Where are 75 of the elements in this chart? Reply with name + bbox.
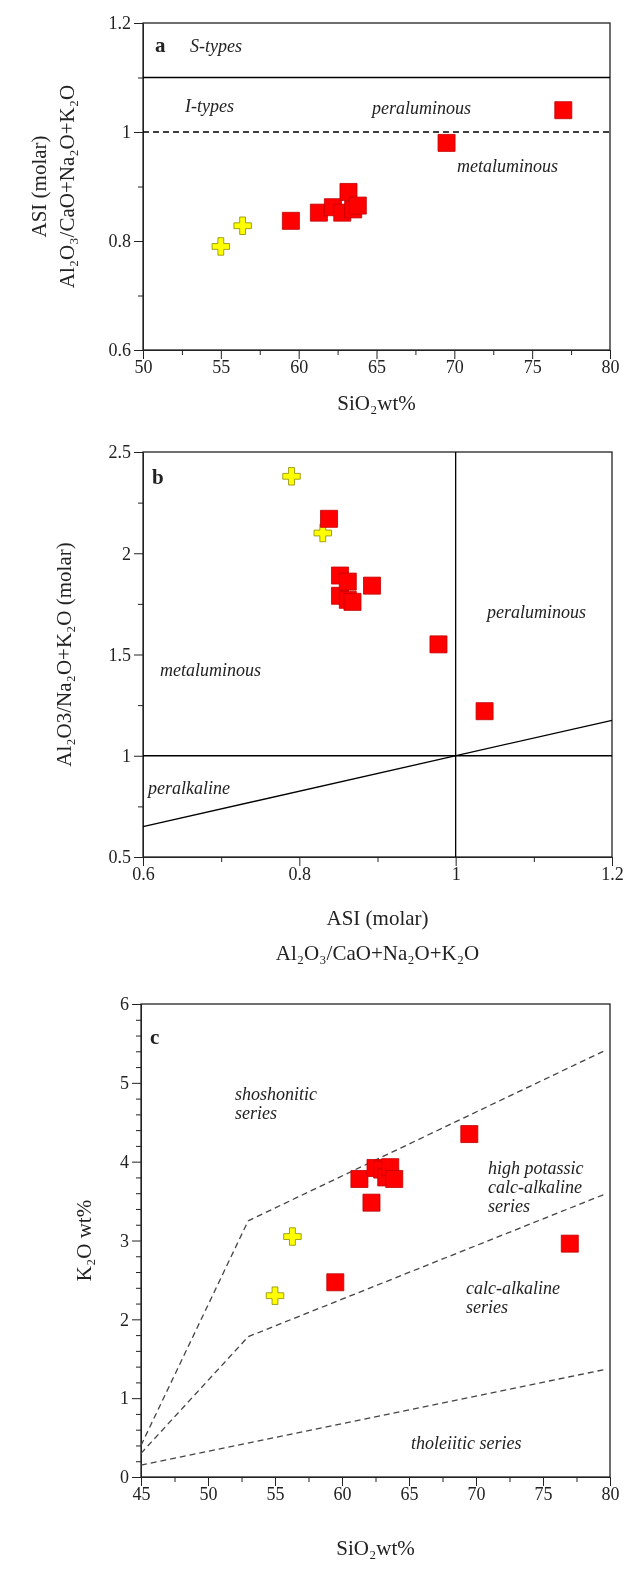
annotation: high potassic calc-alkaline series: [488, 1158, 584, 1216]
annotation: tholeiitic series: [411, 1433, 522, 1453]
x-tick-label: 80: [601, 1483, 620, 1504]
point: [265, 1286, 285, 1305]
annotation: shoshonitic series: [235, 1084, 318, 1123]
annotation: peralkaline: [146, 778, 230, 798]
point: [281, 211, 300, 230]
x-tick-label: 75: [534, 1483, 553, 1504]
x-tick-label: 55: [212, 356, 231, 377]
point: [385, 1170, 404, 1188]
point: [211, 237, 230, 256]
point: [363, 576, 381, 595]
point: [348, 196, 367, 215]
point: [429, 635, 448, 654]
point: [338, 572, 357, 591]
x-tick-label: 1.2: [601, 863, 624, 884]
point: [283, 1227, 302, 1246]
y-tick-label: 1: [122, 122, 131, 143]
y-tick-label: 0: [120, 1467, 129, 1488]
y-tick-label: 1.5: [108, 644, 131, 665]
y-tick-label: 0.8: [108, 231, 131, 252]
point: [460, 1125, 479, 1143]
point: [437, 133, 456, 152]
y-tick-label: 1: [122, 746, 131, 767]
y-tick-label: 5: [120, 1073, 129, 1094]
x-tick-label: 50: [199, 1483, 218, 1504]
x-tick-label: 70: [445, 356, 464, 377]
x-axis-title: SiO₂wt%: [337, 391, 416, 415]
point: [554, 101, 573, 120]
y-tick-label: 2: [120, 1309, 129, 1330]
annotation: a: [155, 33, 166, 57]
y-tick-label: 0.5: [108, 847, 131, 868]
y-axis-title: K₂O wt%: [71, 1199, 96, 1282]
x-tick-label: 55: [266, 1483, 285, 1504]
y-axis-title: Al₂O3/Na₂O+K₂O (molar): [51, 542, 76, 767]
y-tick-label: 1.2: [108, 13, 131, 34]
point: [350, 1170, 369, 1188]
x-tick-label: 1: [451, 863, 461, 884]
annotation: peraluminous: [370, 98, 471, 118]
y-tick-label: 1: [120, 1388, 129, 1409]
x-tick-label: 60: [290, 356, 309, 377]
point: [475, 702, 494, 721]
annotation: metaluminous: [160, 660, 261, 680]
x-tick-label: 45: [132, 1483, 151, 1504]
x-axis-title: SiO₂wt%: [336, 1536, 415, 1560]
x-tick-label: 0.8: [288, 863, 312, 884]
annotation: peraluminous: [485, 602, 586, 622]
y-tick-label: 4: [120, 1151, 129, 1172]
x-tick-label: 70: [467, 1483, 486, 1504]
annotation: c: [150, 1025, 160, 1049]
x-tick-label: 80: [601, 356, 620, 377]
annotation: S-types: [190, 36, 242, 56]
point: [326, 1273, 345, 1292]
x-tick-label: 50: [134, 356, 153, 377]
annotation: calc-alkaline series: [466, 1278, 560, 1317]
x-tick-label: 60: [333, 1483, 352, 1504]
annotation: metaluminous: [457, 156, 558, 176]
point: [233, 216, 252, 235]
y-tick-label: 0.6: [108, 340, 131, 361]
x-tick-label: 65: [368, 356, 386, 377]
y-tick-label: 2.5: [108, 442, 131, 463]
annotation: I-types: [184, 96, 234, 116]
y-tick-label: 6: [120, 994, 129, 1015]
point: [560, 1234, 579, 1253]
y-tick-label: 2: [122, 543, 131, 564]
x-axis-title: ASI (molar) Al₂O₃/CaO+Na₂O+K₂O: [275, 906, 480, 965]
x-tick-label: 75: [523, 356, 542, 377]
y-axis-title: ASI (molar) Al₂O₃/CaO+Na₂O+K₂O: [26, 84, 79, 289]
y-tick-label: 3: [120, 1230, 129, 1251]
point: [362, 1193, 381, 1212]
x-tick-label: 65: [400, 1483, 419, 1504]
point: [320, 509, 338, 528]
point: [282, 467, 301, 486]
point: [343, 592, 362, 611]
annotation: b: [152, 465, 164, 489]
